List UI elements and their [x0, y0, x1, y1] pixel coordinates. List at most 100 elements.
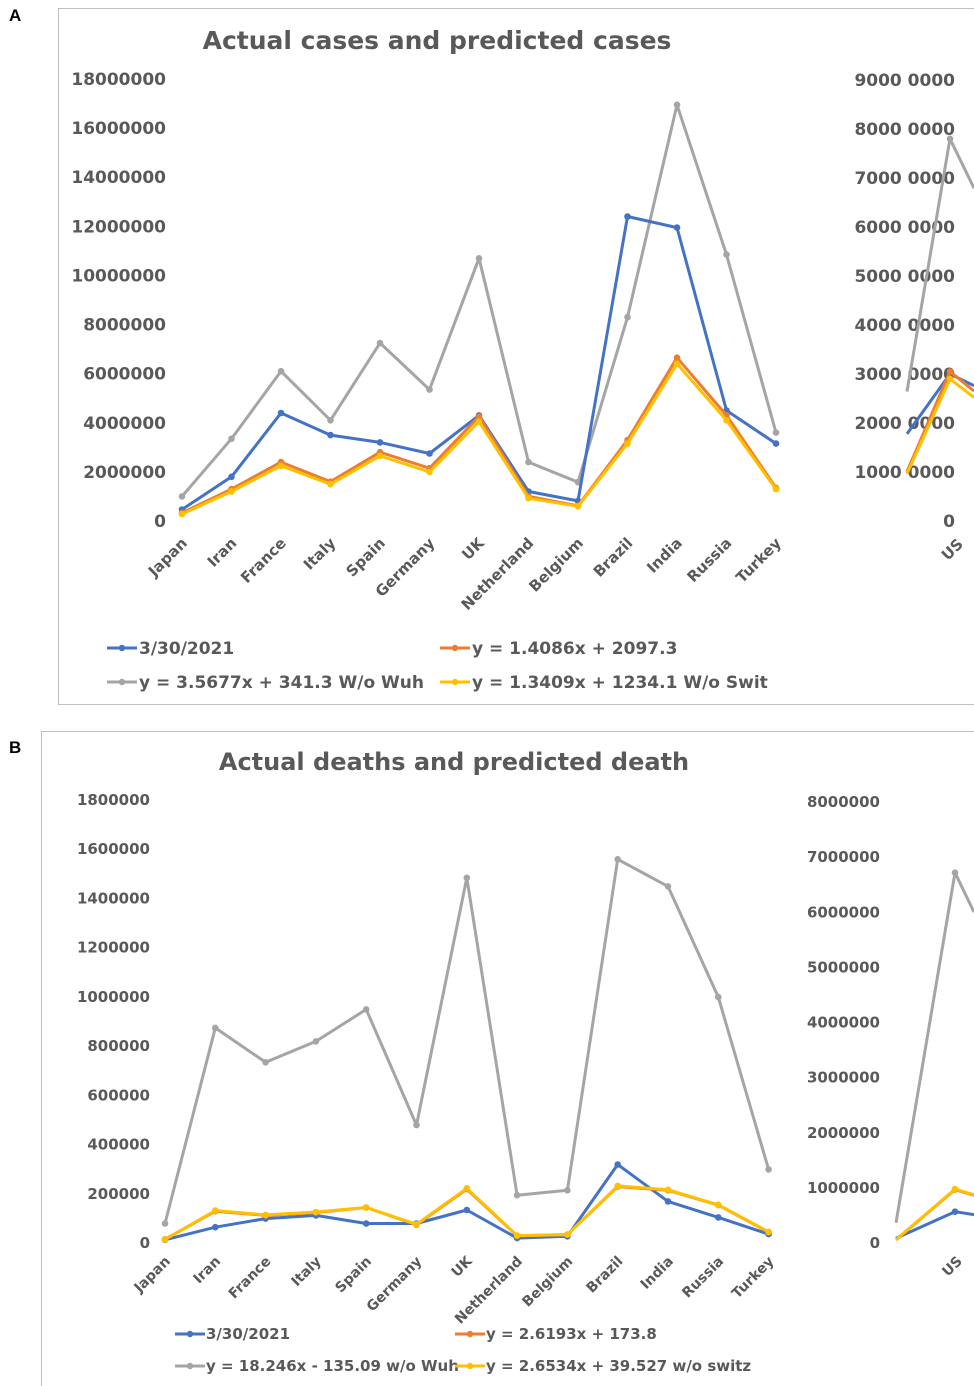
chart-b-category-label: India: [638, 1254, 677, 1293]
chart-b-series-3-point: [413, 1121, 420, 1129]
chart-b-category-label: Italy: [288, 1254, 324, 1290]
legend-a-label-1: 3/30/2021: [139, 639, 234, 659]
chart-a-left-tick-label: 10000000: [71, 266, 166, 286]
chart-a-series-2-point: [475, 413, 483, 420]
chart-b-right-tick-label: 4000000: [807, 1014, 880, 1032]
chart-a-category-label: India: [643, 534, 686, 577]
chart-a-series-4-point: [327, 480, 334, 488]
chart-a-left-tick-label: 12000000: [71, 217, 166, 237]
chart-a-series-3-point: [475, 254, 483, 262]
chart-b-series-3-point: [262, 1059, 269, 1066]
chart-a-category-label: France: [237, 534, 290, 587]
chart-a-series-4-point: [426, 468, 433, 476]
chart-a-category-label: Brazil: [590, 534, 637, 581]
chart-b-secondary-axis: 8000000 7000000 6000000 5000000 4000000 30000…: [807, 793, 974, 1280]
chart-a-category-label: Iran: [204, 534, 241, 571]
chart-b-series-line-1: [164, 1163, 770, 1242]
chart-b-series-4-point: [463, 1185, 471, 1192]
chart-a-series-3-point: [376, 339, 384, 347]
chart-b-series-1-point: [212, 1223, 219, 1231]
legend-b-item-1: 3/30/2021: [175, 1325, 290, 1343]
legend-a-item-2: y = 1.4086x + 2097.3: [440, 639, 677, 659]
chart-b-series-1-point: [362, 1220, 370, 1227]
chart-a-series-1-point: [624, 213, 631, 220]
chart-b-left-tick-label: 1600000: [77, 840, 150, 858]
chart-a-left-tick-label: 6000000: [83, 365, 166, 385]
chart-a-category-label: Italy: [300, 534, 340, 574]
legend-b-item-4: y = 2.6534x + 39.527 w/o switz: [455, 1357, 751, 1375]
legend-b-label-3: y = 18.246x - 135.09 w/o Wuh: [206, 1357, 459, 1375]
chart-a-series-4-point: [525, 494, 532, 502]
legend-a-item-3: y = 3.5677x + 341.3 W/o Wuh: [107, 673, 424, 693]
chart-b-series-1-point: [614, 1161, 621, 1168]
chart-a-series-3-point: [673, 101, 681, 109]
legend-a-item-1: 3/30/2021: [107, 639, 234, 659]
chart-a-right-tick-label: 2000 0000: [854, 414, 955, 434]
chart-b-series-3-point: [463, 874, 471, 882]
chart-b-category-label: Belgium: [519, 1254, 576, 1311]
chart-b-category-label: Turkey: [729, 1254, 777, 1302]
chart-b-series-3-point: [765, 1166, 772, 1173]
chart-a-left-tick-label: 0: [154, 512, 166, 532]
chart-b-series-4-point: [765, 1228, 772, 1236]
chart-b-category-label: Russia: [679, 1254, 727, 1302]
legend-a-label-3: y = 3.5677x + 341.3 W/o Wuh: [139, 673, 424, 693]
chart-b-series-3-point: [212, 1024, 219, 1032]
chart-b-series-3-point: [664, 883, 672, 890]
chart-a-right-tick-label: 7000 0000: [854, 169, 955, 189]
chart-a-right-tick-label: 6000 0000: [854, 218, 955, 238]
chart-b-category-label: Spain: [332, 1254, 375, 1297]
chart-a-series-1-point: [277, 409, 285, 417]
chart-b-right-tick-label: 8000000: [807, 793, 880, 811]
chart-b-category-label: Brazil: [584, 1254, 627, 1297]
chart-b-series-3-point: [614, 856, 621, 863]
chart-b-series-line-3: [163, 857, 771, 1224]
chart-b-right-tick-label: 6000000: [807, 903, 880, 921]
chart-b-series-3-point: [564, 1187, 571, 1194]
chart-a-category-label: Turkey: [732, 534, 785, 587]
chart-a-series-4-point: [624, 440, 631, 447]
chart-b-category-label: UK: [449, 1253, 477, 1281]
legend-b-item-2: y = 2.6193x + 173.8: [455, 1325, 657, 1343]
chart-b-left-tick-label: 600000: [87, 1086, 150, 1104]
chart-b-series-4-point: [664, 1186, 672, 1194]
chart-b-left-tick-label: 1000000: [77, 988, 150, 1006]
chart-a-series-2-point: [673, 354, 681, 362]
chart-b-us-series-line-1: [895, 1210, 974, 1240]
chart-a-category-label: Japan: [144, 534, 191, 581]
chart-a-series-4-point: [723, 417, 730, 424]
chart-a-series-4-point: [574, 503, 582, 510]
chart-a-us-point-3: [946, 135, 954, 143]
chart-b-left-tick-label: 1400000: [77, 889, 150, 907]
chart-b-series-4-point: [312, 1208, 320, 1216]
chart-b-series-4-point: [715, 1201, 722, 1209]
chart-a-plot: 18000000 16000000 14000000 12000000 10000000…: [71, 70, 785, 614]
chart-b-series-4-point: [212, 1207, 219, 1214]
chart-a-series-4-point: [673, 360, 681, 368]
chart-a-category-label: Russia: [683, 534, 735, 586]
chart-b-right-tick-label: 7000000: [807, 848, 880, 866]
chart-a-right-tick-label: 0: [943, 512, 955, 532]
legend-b-label-4: y = 2.6534x + 39.527 w/o switz: [486, 1357, 751, 1375]
chart-b-series-3-point: [362, 1006, 370, 1013]
chart-a-title: Actual cases and predicted cases: [203, 26, 672, 55]
chart-a-series-1-point: [426, 450, 433, 457]
legend-a-item-4: y = 1.3409x + 1234.1 W/o Swit: [440, 673, 768, 693]
chart-b-plot: 1800000 1600000 1400000 1200000 1000000 80000…: [77, 791, 777, 1327]
chart-b-us-series-line-3: [894, 871, 974, 1224]
chart-b-series-1-point: [715, 1214, 722, 1221]
chart-a-right-tick-label: 9000 0000: [854, 71, 955, 91]
chart-b-us-point-1: [951, 1208, 959, 1215]
chart-a-right-tick-label: 3000 0000: [854, 365, 955, 385]
chart-a-left-tick-label: 4000000: [83, 414, 166, 434]
chart-b-series-4-point: [564, 1231, 571, 1238]
chart-a-right-tick-label: 1000 0000: [854, 463, 955, 483]
chart-b-series-1-point: [463, 1206, 471, 1214]
chart-b-right-tick-label: 5000000: [807, 958, 880, 976]
chart-b-category-label: France: [226, 1254, 275, 1303]
chart-b-category-label-us: US: [939, 1254, 965, 1280]
chart-a-series-4-point: [376, 452, 384, 460]
chart-b-right-tick-label: 2000000: [807, 1124, 880, 1142]
chart-b-left-tick-label: 1800000: [77, 791, 150, 809]
